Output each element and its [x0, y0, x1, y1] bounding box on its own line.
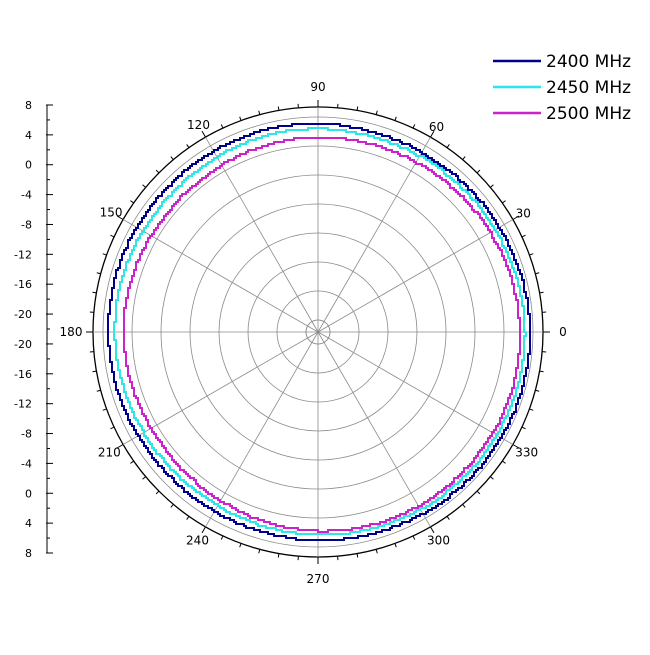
angle-tick-label: 90 [310, 80, 325, 94]
angle-tick-label: 0 [559, 325, 567, 339]
radial-tick-label: -16 [14, 278, 32, 291]
outer-tick [540, 371, 544, 372]
outer-tick [143, 185, 146, 188]
angle-tick-label: 180 [60, 325, 83, 339]
outer-tick [529, 409, 533, 410]
legend-label: 2450 MHz [546, 78, 631, 98]
outer-tick [221, 124, 223, 128]
outer-tick [278, 106, 279, 110]
outer-tick [110, 235, 114, 237]
series-line-3 [124, 138, 520, 532]
angle-tick-label: 240 [186, 534, 209, 548]
outer-tick [92, 292, 96, 293]
outer-tick [156, 170, 159, 173]
outer-tick [130, 461, 133, 463]
outer-tick [490, 185, 493, 188]
outer-tick [529, 254, 533, 255]
outer-tick [502, 201, 505, 203]
outer-tick [187, 516, 189, 519]
radial-tick-label: -8 [21, 428, 32, 441]
outer-tick [431, 527, 435, 533]
radial-tick-label: -12 [14, 248, 32, 261]
angle-tick-label: 30 [516, 207, 531, 221]
radial-tick-label: -20 [14, 308, 32, 321]
angle-tick-label: 60 [429, 120, 444, 134]
angle-tick-label: 300 [427, 534, 450, 548]
radial-tick-label: 8 [25, 99, 32, 112]
outer-tick [447, 516, 449, 519]
outer-tick [502, 461, 505, 463]
angle-tick-label: 270 [307, 572, 330, 586]
outer-tick [240, 117, 241, 121]
outer-tick [535, 390, 539, 391]
outer-tick [202, 527, 206, 533]
radial-tick-label: 4 [25, 517, 32, 530]
outer-tick [156, 491, 159, 494]
radial-tick-label: 0 [25, 159, 32, 172]
outer-tick [357, 106, 358, 110]
outer-tick [463, 504, 466, 507]
angle-labels: 0 30 60 90 120 150 180 210 240 270 300 330 [60, 80, 567, 586]
radial-tick-label: -4 [21, 457, 32, 470]
angle-tick-label: 150 [100, 206, 123, 220]
outer-tick [490, 477, 493, 480]
outer-tick [395, 543, 396, 547]
outer-tick [540, 292, 544, 293]
angle-tick-label: 120 [187, 118, 210, 132]
legend-label: 2500 MHz [546, 104, 631, 124]
outer-tick [92, 371, 96, 372]
outer-tick [143, 477, 146, 480]
radial-tick-label: -20 [14, 338, 32, 351]
outer-tick [535, 273, 539, 274]
angle-tick-label: 330 [515, 446, 538, 460]
outer-tick [376, 549, 377, 553]
outer-tick [447, 144, 449, 147]
outer-tick [522, 235, 526, 237]
outer-tick [171, 157, 174, 160]
polar-grid [86, 100, 550, 564]
outer-tick [97, 273, 101, 274]
outer-tick [221, 536, 223, 540]
outer-tick [259, 111, 260, 115]
outer-tick [110, 427, 114, 429]
outer-tick [395, 117, 396, 121]
radial-tick-label: -16 [14, 368, 32, 381]
outer-tick [357, 554, 358, 558]
outer-tick [477, 170, 480, 173]
outer-tick [171, 504, 174, 507]
radial-tick-label: 8 [25, 547, 32, 560]
radial-tick-label: -8 [21, 218, 32, 231]
outer-tick [259, 549, 260, 553]
radial-tick-label: -4 [21, 189, 32, 202]
outer-tick [413, 124, 415, 128]
outer-tick [103, 254, 107, 255]
outer-tick [130, 201, 133, 203]
angle-tick-label: 210 [98, 446, 121, 460]
radial-tick-label: 0 [25, 487, 32, 500]
legend: 2400 MHz 2450 MHz 2500 MHz [493, 52, 631, 124]
outer-tick [278, 554, 279, 558]
outer-tick [376, 111, 377, 115]
outer-tick [463, 157, 466, 160]
outer-tick [477, 491, 480, 494]
outer-tick [103, 409, 107, 410]
outer-tick [187, 144, 189, 147]
outer-tick [413, 536, 415, 540]
outer-tick [97, 390, 101, 391]
radial-tick-label: 4 [25, 129, 32, 142]
outer-tick [522, 427, 526, 429]
outer-tick [240, 543, 241, 547]
radial-axis: 8 4 0 -4 -8 -12 -16 -20 -20 -16 -12 -8 -4 0 4 8 [14, 99, 53, 560]
radial-tick-label: -12 [14, 398, 32, 411]
legend-label: 2400 MHz [546, 52, 631, 72]
